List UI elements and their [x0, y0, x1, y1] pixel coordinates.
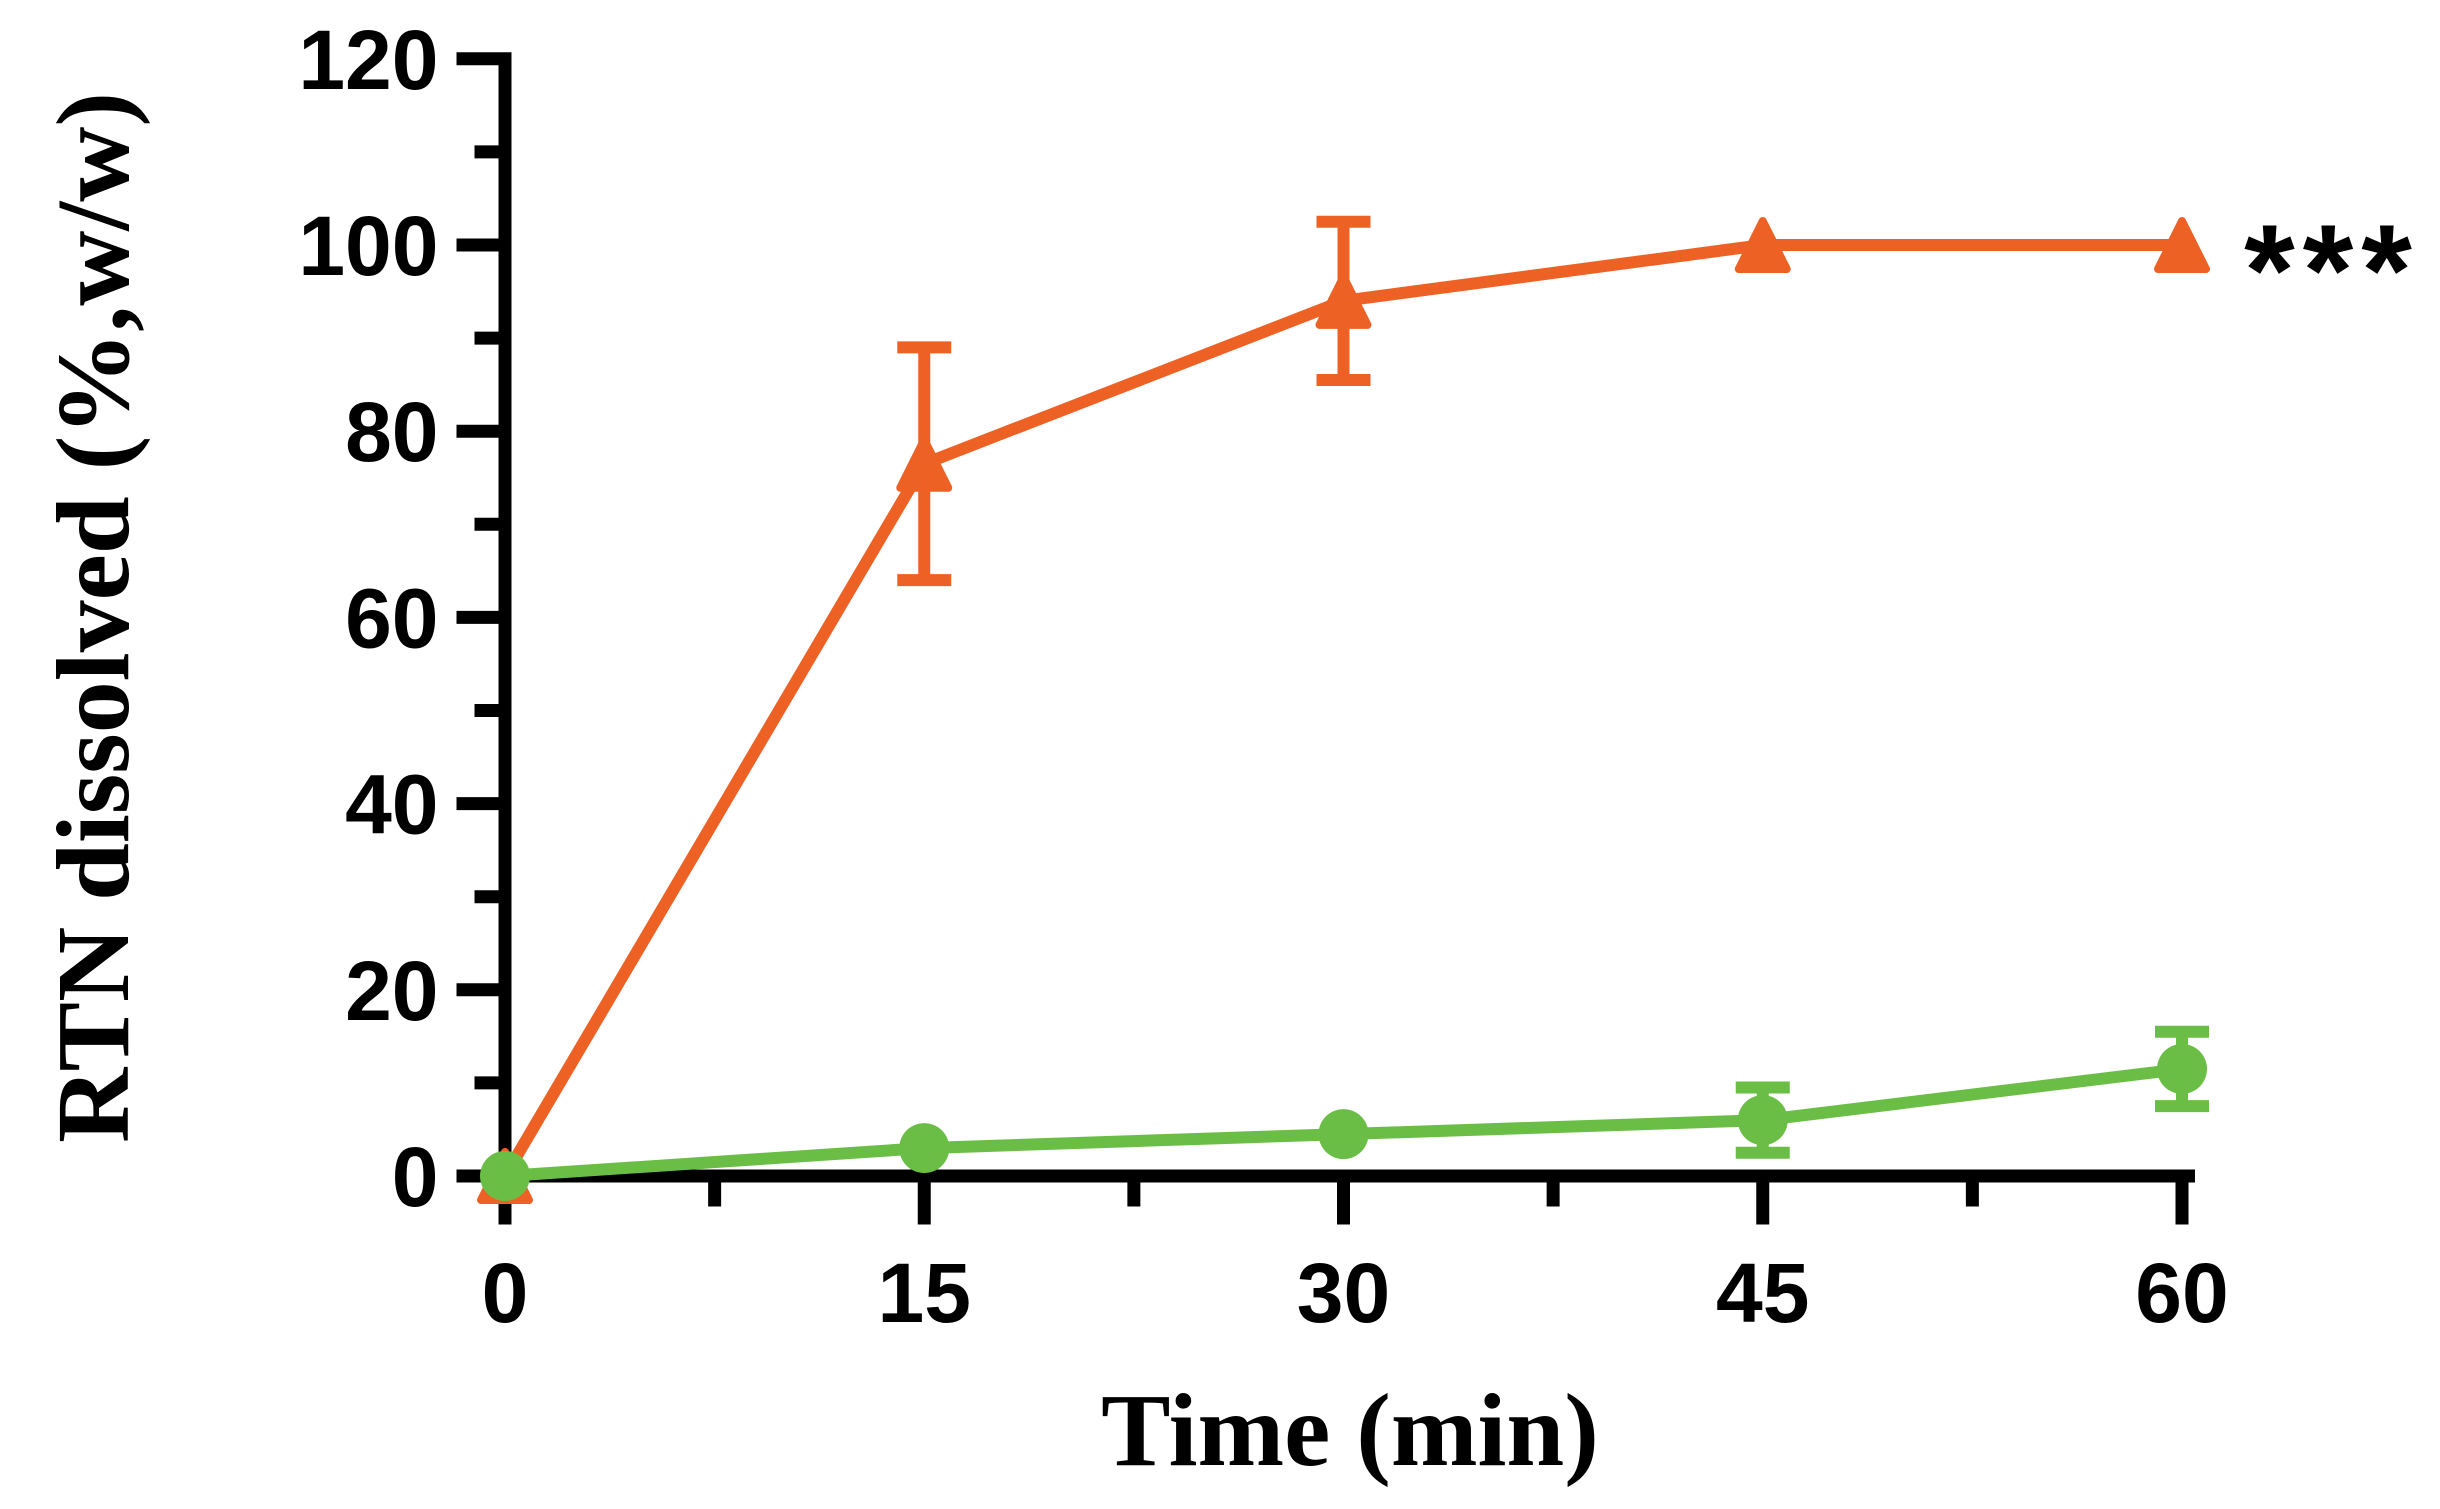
circle-marker	[899, 1123, 950, 1174]
circle-marker	[1737, 1095, 1788, 1146]
x-tick-label: 45	[1716, 1246, 1809, 1340]
circle-marker	[2157, 1043, 2207, 1094]
triangle-marker	[1315, 272, 1372, 329]
circle-marker	[480, 1151, 530, 1201]
y-tick-label: 0	[392, 1130, 439, 1224]
y-tick-label: 40	[345, 758, 438, 852]
x-tick-label: 60	[2135, 1246, 2228, 1340]
significance-annotation: ***	[2244, 197, 2420, 343]
y-tick-label: 120	[298, 13, 438, 107]
x-tick-label: 15	[878, 1246, 971, 1340]
y-tick-label: 60	[345, 571, 438, 665]
x-tick-label: 0	[482, 1246, 529, 1340]
triangle-marker	[2154, 217, 2210, 273]
circle-marker	[1318, 1109, 1369, 1160]
y-tick-label: 80	[345, 385, 438, 479]
y-tick-label: 20	[345, 944, 438, 1038]
triangle-marker	[896, 435, 953, 492]
triangle-marker	[1734, 217, 1791, 273]
y-tick-label: 100	[298, 199, 438, 293]
x-axis-title: Time (min)	[1101, 1373, 1599, 1488]
x-tick-label: 30	[1297, 1246, 1390, 1340]
y-axis-title: RTN dissolved (%,w/w)	[36, 92, 151, 1143]
